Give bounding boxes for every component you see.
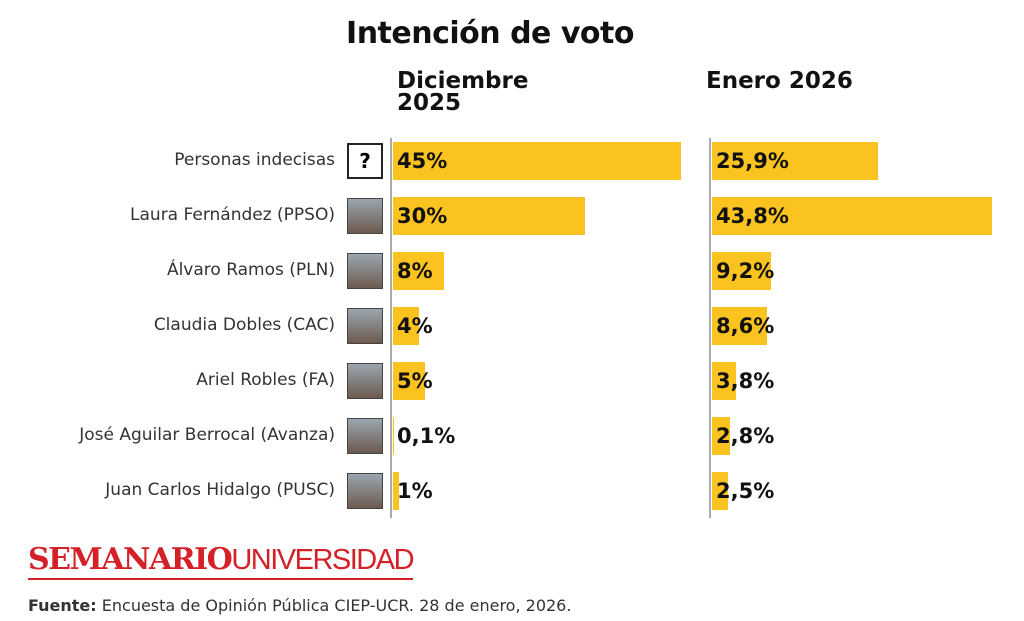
- candidate-photo: [347, 308, 383, 344]
- value-label: 2,8%: [716, 424, 775, 448]
- category-label: Ariel Robles (FA): [196, 370, 335, 390]
- candidate-photo: [347, 253, 383, 289]
- chart-title: Intención de voto: [346, 16, 634, 51]
- value-label: 3,8%: [716, 369, 775, 393]
- value-label: 9,2%: [716, 259, 775, 283]
- brand-light: UNIVERSIDAD: [231, 544, 414, 576]
- bar: [712, 417, 730, 455]
- source-label: Fuente:: [28, 596, 97, 615]
- bar: [393, 142, 681, 180]
- category-label: Álvaro Ramos (PLN): [166, 260, 335, 280]
- bar: [393, 197, 585, 235]
- category-label: José Aguilar Berrocal (Avanza): [79, 425, 335, 445]
- source: Fuente: Encuesta de Opinión Pública CIEP…: [28, 596, 571, 615]
- divider: [390, 138, 392, 518]
- value-label: 0,1%: [397, 424, 456, 448]
- category-label: Claudia Dobles (CAC): [153, 315, 335, 335]
- bar: [712, 362, 737, 400]
- candidate-photo: [347, 473, 383, 509]
- panel-header: Enero 2026: [706, 68, 853, 94]
- bar: [393, 417, 394, 455]
- value-label: 8%: [397, 259, 433, 283]
- brand-logo: SEMANARIOUNIVERSIDAD: [28, 542, 415, 580]
- value-label: 45%: [397, 149, 448, 173]
- bar: [712, 252, 771, 290]
- bar: [393, 472, 400, 510]
- source-text: Encuesta de Opinión Pública CIEP-UCR. 28…: [101, 596, 572, 615]
- value-label: 30%: [397, 204, 448, 228]
- brand-bold: SEMANARIO: [28, 542, 233, 577]
- value-label: 5%: [397, 369, 433, 393]
- bar: [393, 362, 425, 400]
- undecided-icon: ?: [347, 143, 383, 179]
- bar: [712, 472, 728, 510]
- category-label: Juan Carlos Hidalgo (PUSC): [105, 480, 335, 500]
- value-label: 8,6%: [716, 314, 775, 338]
- value-label: 43,8%: [716, 204, 789, 228]
- bar: [393, 307, 419, 345]
- panel-header: Diciembre 2025: [397, 68, 529, 116]
- candidate-photo: [347, 198, 383, 234]
- bar: [393, 252, 445, 290]
- candidate-photo: [347, 418, 383, 454]
- candidate-photo: [347, 363, 383, 399]
- category-label: Personas indecisas: [174, 150, 335, 170]
- value-label: 4%: [397, 314, 433, 338]
- bar: [712, 307, 768, 345]
- value-label: 1%: [397, 479, 433, 503]
- divider: [709, 138, 711, 518]
- bar: [712, 142, 878, 180]
- bar: [712, 197, 993, 235]
- value-label: 25,9%: [716, 149, 789, 173]
- value-label: 2,5%: [716, 479, 775, 503]
- category-label: Laura Fernández (PPSO): [130, 205, 335, 225]
